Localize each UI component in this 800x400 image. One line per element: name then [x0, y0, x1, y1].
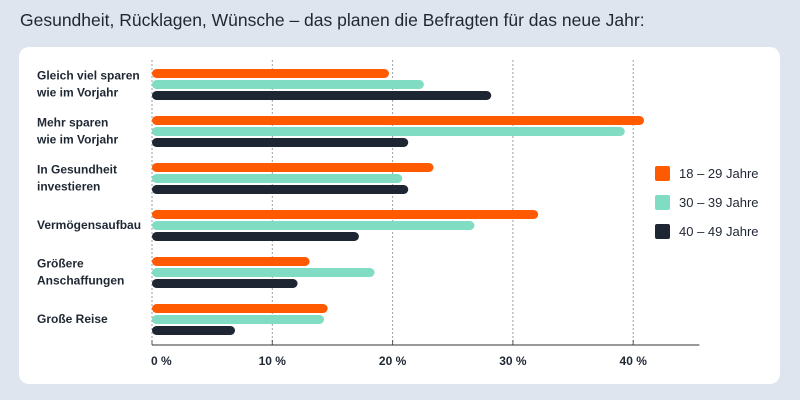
legend-swatch: [655, 224, 670, 239]
category-label: Vermögensaufbau: [37, 218, 141, 232]
category-label: wie im Vorjahr: [36, 133, 118, 147]
bar: [152, 257, 310, 266]
bar: [152, 232, 359, 241]
bar: [152, 268, 375, 277]
bar: [152, 185, 409, 194]
bar: [152, 279, 298, 288]
bar: [152, 163, 434, 172]
bar: [152, 326, 236, 335]
legend-swatch: [655, 166, 670, 181]
x-tick-label: 20 %: [379, 354, 407, 368]
category-label: In Gesundheit: [37, 163, 117, 177]
bar: [152, 91, 492, 100]
legend-label: 40 – 49 Jahre: [679, 224, 759, 239]
bar: [152, 210, 539, 219]
category-label: Große Reise: [37, 312, 108, 326]
category-label: investieren: [37, 180, 100, 194]
chart-title: Gesundheit, Rücklagen, Wünsche – das pla…: [20, 10, 645, 30]
legend-label: 18 – 29 Jahre: [679, 166, 759, 181]
x-tick-label: 10 %: [259, 354, 287, 368]
category-label: wie im Vorjahr: [36, 86, 118, 100]
bar: [152, 138, 409, 147]
bar: [152, 69, 389, 78]
bar: [152, 127, 625, 136]
bar: [152, 174, 403, 183]
category-label: Anschaffungen: [37, 274, 124, 288]
bar: [152, 221, 475, 230]
category-label: Größere: [37, 257, 84, 271]
bar: [152, 116, 645, 125]
legend-swatch: [655, 195, 670, 210]
bar: [152, 315, 325, 324]
category-label: Gleich viel sparen: [37, 69, 140, 83]
legend-label: 30 – 39 Jahre: [679, 195, 759, 210]
bar: [152, 304, 328, 313]
bar: [152, 80, 424, 89]
category-label: Mehr sparen: [37, 116, 108, 130]
x-tick-label: 0 %: [151, 354, 172, 368]
x-tick-label: 30 %: [499, 354, 527, 368]
x-tick-label: 40 %: [620, 354, 648, 368]
